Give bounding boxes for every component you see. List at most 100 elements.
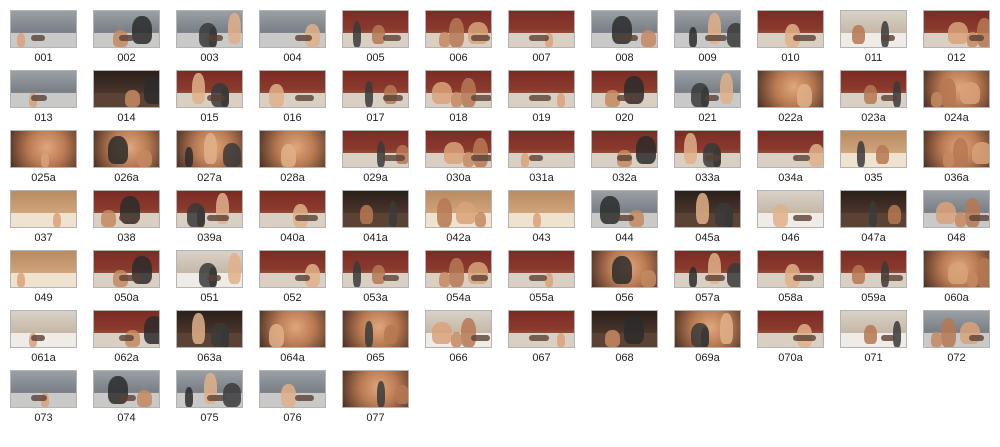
file-name-label: 035 bbox=[864, 172, 883, 184]
file-item[interactable]: 067 bbox=[498, 310, 581, 368]
file-name-label: 020 bbox=[615, 112, 634, 124]
file-item[interactable]: 056 bbox=[581, 250, 664, 308]
file-item[interactable]: 025a bbox=[0, 130, 83, 188]
file-item[interactable]: 046 bbox=[747, 190, 830, 248]
file-item[interactable]: 027a bbox=[166, 130, 249, 188]
file-item[interactable]: 050a bbox=[83, 250, 166, 308]
file-item[interactable]: 005 bbox=[332, 10, 415, 68]
file-item[interactable]: 047a bbox=[830, 190, 913, 248]
thumbnail-image bbox=[591, 250, 658, 288]
file-item[interactable]: 060a bbox=[913, 250, 996, 308]
file-item[interactable]: 059a bbox=[830, 250, 913, 308]
file-item[interactable]: 016 bbox=[249, 70, 332, 128]
file-item[interactable]: 064a bbox=[249, 310, 332, 368]
file-name-label: 008 bbox=[615, 52, 634, 64]
file-name-label: 046 bbox=[781, 232, 800, 244]
file-item[interactable]: 052 bbox=[249, 250, 332, 308]
file-item[interactable]: 023a bbox=[830, 70, 913, 128]
file-item[interactable]: 019 bbox=[498, 70, 581, 128]
file-item[interactable]: 001 bbox=[0, 10, 83, 68]
file-item[interactable]: 048 bbox=[913, 190, 996, 248]
file-item[interactable]: 061a bbox=[0, 310, 83, 368]
file-item[interactable]: 029a bbox=[332, 130, 415, 188]
file-item[interactable]: 024a bbox=[913, 70, 996, 128]
file-item[interactable]: 039a bbox=[166, 190, 249, 248]
file-item[interactable]: 040a bbox=[249, 190, 332, 248]
file-item[interactable]: 069a bbox=[664, 310, 747, 368]
thumbnail-image bbox=[10, 190, 77, 228]
file-item[interactable]: 037 bbox=[0, 190, 83, 248]
file-item[interactable]: 066 bbox=[415, 310, 498, 368]
file-item[interactable]: 008 bbox=[581, 10, 664, 68]
file-name-label: 031a bbox=[529, 172, 554, 184]
file-item[interactable]: 004 bbox=[249, 10, 332, 68]
file-item[interactable]: 020 bbox=[581, 70, 664, 128]
file-item[interactable]: 030a bbox=[415, 130, 498, 188]
file-name-label: 075 bbox=[200, 412, 219, 424]
file-item[interactable]: 043 bbox=[498, 190, 581, 248]
file-item[interactable]: 017 bbox=[332, 70, 415, 128]
file-item[interactable]: 002 bbox=[83, 10, 166, 68]
file-item[interactable]: 041a bbox=[332, 190, 415, 248]
file-item[interactable]: 036a bbox=[913, 130, 996, 188]
file-item[interactable]: 034a bbox=[747, 130, 830, 188]
file-item[interactable]: 074 bbox=[83, 370, 166, 428]
file-item[interactable]: 070a bbox=[747, 310, 830, 368]
file-item[interactable]: 042a bbox=[415, 190, 498, 248]
file-item[interactable]: 076 bbox=[249, 370, 332, 428]
file-name-label: 050a bbox=[114, 292, 139, 304]
file-item[interactable]: 038 bbox=[83, 190, 166, 248]
file-item[interactable]: 035 bbox=[830, 130, 913, 188]
file-item[interactable]: 077 bbox=[332, 370, 415, 428]
file-item[interactable]: 013 bbox=[0, 70, 83, 128]
file-item[interactable]: 075 bbox=[166, 370, 249, 428]
thumbnail-image bbox=[342, 310, 409, 348]
file-name-label: 054a bbox=[446, 292, 471, 304]
file-item[interactable]: 018 bbox=[415, 70, 498, 128]
thumbnail-image bbox=[840, 250, 907, 288]
file-item[interactable]: 055a bbox=[498, 250, 581, 308]
file-item[interactable]: 062a bbox=[83, 310, 166, 368]
file-item[interactable]: 021 bbox=[664, 70, 747, 128]
file-item[interactable]: 051 bbox=[166, 250, 249, 308]
file-name-label: 055a bbox=[529, 292, 554, 304]
file-item[interactable]: 058a bbox=[747, 250, 830, 308]
file-name-label: 015 bbox=[200, 112, 219, 124]
file-name-label: 077 bbox=[366, 412, 385, 424]
file-item[interactable]: 054a bbox=[415, 250, 498, 308]
file-item[interactable]: 053a bbox=[332, 250, 415, 308]
file-item[interactable]: 044 bbox=[581, 190, 664, 248]
file-item[interactable]: 022a bbox=[747, 70, 830, 128]
file-item[interactable]: 065 bbox=[332, 310, 415, 368]
thumbnail-image bbox=[923, 10, 990, 48]
file-item[interactable]: 031a bbox=[498, 130, 581, 188]
file-item[interactable]: 032a bbox=[581, 130, 664, 188]
file-item[interactable]: 011 bbox=[830, 10, 913, 68]
thumbnail-image bbox=[923, 250, 990, 288]
file-item[interactable]: 057a bbox=[664, 250, 747, 308]
file-name-label: 034a bbox=[778, 172, 803, 184]
file-item[interactable]: 071 bbox=[830, 310, 913, 368]
file-item[interactable]: 033a bbox=[664, 130, 747, 188]
file-item[interactable]: 068 bbox=[581, 310, 664, 368]
file-name-label: 057a bbox=[695, 292, 720, 304]
file-name-label: 066 bbox=[449, 352, 468, 364]
file-item[interactable]: 014 bbox=[83, 70, 166, 128]
file-item[interactable]: 010 bbox=[747, 10, 830, 68]
file-item[interactable]: 063a bbox=[166, 310, 249, 368]
file-item[interactable]: 073 bbox=[0, 370, 83, 428]
file-name-label: 059a bbox=[861, 292, 886, 304]
thumbnail-image bbox=[840, 10, 907, 48]
file-item[interactable]: 012 bbox=[913, 10, 996, 68]
file-item[interactable]: 049 bbox=[0, 250, 83, 308]
file-item[interactable]: 009 bbox=[664, 10, 747, 68]
file-item[interactable]: 045a bbox=[664, 190, 747, 248]
file-item[interactable]: 026a bbox=[83, 130, 166, 188]
file-item[interactable]: 007 bbox=[498, 10, 581, 68]
file-item[interactable]: 003 bbox=[166, 10, 249, 68]
file-item[interactable]: 015 bbox=[166, 70, 249, 128]
file-item[interactable]: 072 bbox=[913, 310, 996, 368]
file-item[interactable]: 006 bbox=[415, 10, 498, 68]
file-item[interactable]: 028a bbox=[249, 130, 332, 188]
thumbnail-image bbox=[259, 370, 326, 408]
